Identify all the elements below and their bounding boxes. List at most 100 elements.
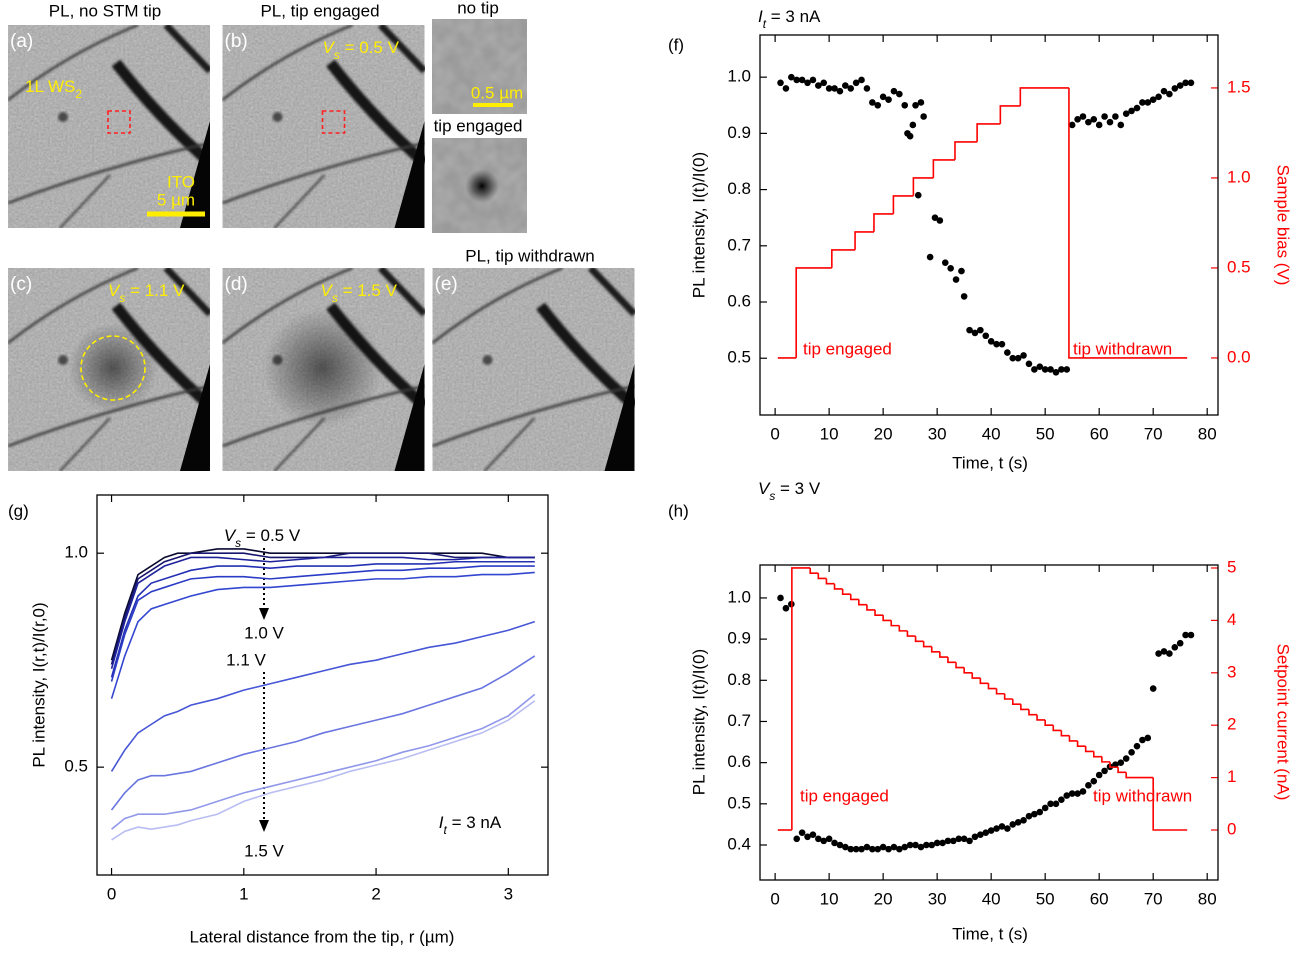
data-point bbox=[820, 79, 828, 87]
y2-tick-label: 4 bbox=[1227, 610, 1236, 629]
step-segment bbox=[947, 657, 957, 664]
trend-arrows bbox=[259, 548, 269, 832]
data-point bbox=[1031, 810, 1038, 818]
step-segment bbox=[1028, 709, 1038, 716]
data-point bbox=[869, 845, 876, 853]
data-point bbox=[804, 833, 811, 841]
data-point bbox=[1160, 648, 1168, 655]
data-point bbox=[1020, 816, 1027, 824]
data-point bbox=[852, 845, 860, 853]
data-point bbox=[906, 841, 914, 849]
data-point bbox=[852, 79, 860, 87]
data-point bbox=[1041, 804, 1049, 812]
data-point bbox=[977, 831, 984, 839]
bias-value: = 1.1 V bbox=[125, 281, 185, 300]
step-segment bbox=[1019, 87, 1069, 106]
profile-line bbox=[110, 560, 535, 678]
y2-tick-label: 1.5 bbox=[1227, 77, 1251, 96]
step-segment bbox=[979, 678, 989, 685]
data-point bbox=[1128, 749, 1135, 756]
data-point bbox=[1187, 79, 1195, 87]
step-segment bbox=[825, 578, 835, 585]
data-point bbox=[1133, 104, 1141, 112]
step-segment bbox=[955, 662, 965, 669]
x-tick-label: 50 bbox=[1036, 889, 1055, 908]
data-point bbox=[1004, 825, 1011, 832]
annotation-part: I bbox=[439, 813, 444, 832]
data-point bbox=[793, 835, 801, 843]
step-segment bbox=[1125, 772, 1154, 779]
data-point bbox=[842, 82, 849, 89]
step-segment bbox=[1052, 725, 1062, 732]
data-point bbox=[998, 823, 1006, 830]
data-point bbox=[1074, 790, 1081, 797]
data-point bbox=[1106, 118, 1114, 126]
data-point bbox=[777, 594, 784, 602]
material-label: 1L WS2 bbox=[25, 77, 82, 101]
data-point bbox=[912, 101, 919, 109]
y2-tick-label: 0.0 bbox=[1227, 347, 1251, 366]
data-point bbox=[1004, 349, 1011, 356]
arrow-head bbox=[259, 608, 269, 620]
data-point bbox=[917, 99, 925, 106]
data-point bbox=[1079, 113, 1087, 120]
data-point bbox=[950, 837, 957, 845]
step-segment bbox=[795, 267, 832, 358]
step-segment bbox=[999, 105, 1021, 124]
data-point bbox=[890, 87, 898, 95]
step-segment bbox=[1068, 735, 1078, 742]
data-point bbox=[815, 835, 822, 843]
data-point bbox=[1101, 767, 1108, 775]
data-point bbox=[788, 73, 795, 81]
data-point bbox=[1068, 790, 1076, 797]
panel-label: (a) bbox=[10, 31, 33, 52]
y2-axis-label: Setpoint current (nA) bbox=[1274, 644, 1293, 801]
y-tick-label: 0.8 bbox=[727, 670, 751, 689]
y-tick-label: 0.7 bbox=[727, 235, 751, 254]
panel-label: (d) bbox=[225, 274, 248, 295]
data-point bbox=[1014, 354, 1022, 362]
profile-line bbox=[110, 556, 535, 669]
data-point bbox=[901, 843, 909, 851]
data-point bbox=[869, 99, 876, 106]
annotation: 1.0 V bbox=[244, 623, 284, 642]
tip-spot bbox=[465, 169, 499, 203]
data-point bbox=[1090, 116, 1098, 123]
panel-label: (e) bbox=[435, 274, 458, 295]
data-point bbox=[939, 839, 946, 847]
data-point bbox=[1176, 639, 1184, 647]
data-point bbox=[923, 841, 930, 849]
step-segment bbox=[890, 620, 900, 627]
scale-bar-label: 0.5 µm bbox=[471, 83, 523, 102]
y-tick-label: 1.0 bbox=[727, 67, 751, 86]
data-point bbox=[1166, 90, 1173, 98]
pl-image bbox=[433, 268, 635, 471]
step-segment bbox=[1092, 751, 1102, 758]
scale-bar-label: 5 µm bbox=[157, 190, 195, 209]
panel-label: (g) bbox=[8, 501, 29, 520]
data-point bbox=[1101, 113, 1108, 120]
data-point bbox=[1133, 742, 1141, 750]
data-point bbox=[1095, 771, 1103, 779]
data-point bbox=[825, 85, 833, 92]
arrow-head bbox=[259, 820, 269, 832]
profile-line bbox=[110, 571, 535, 699]
data-point bbox=[1085, 118, 1092, 126]
data-point bbox=[1144, 99, 1152, 106]
data-point bbox=[809, 831, 817, 839]
data-point bbox=[1014, 819, 1022, 826]
step-segment bbox=[831, 249, 856, 268]
data-point bbox=[820, 837, 828, 845]
data-point bbox=[831, 85, 838, 92]
substrate-label: ITO bbox=[167, 172, 195, 191]
panel-label: (h) bbox=[668, 501, 689, 520]
y-tick-label: 0.9 bbox=[727, 629, 751, 648]
data-point bbox=[825, 835, 833, 843]
data-point bbox=[890, 843, 898, 851]
step-segment bbox=[906, 630, 916, 637]
step-segment bbox=[1084, 746, 1094, 753]
y2-tick-label: 0.5 bbox=[1227, 257, 1251, 276]
profile-line bbox=[110, 565, 535, 682]
micrograph: (c) Vs = 1.1 V bbox=[8, 268, 210, 471]
data-point bbox=[1117, 121, 1125, 129]
